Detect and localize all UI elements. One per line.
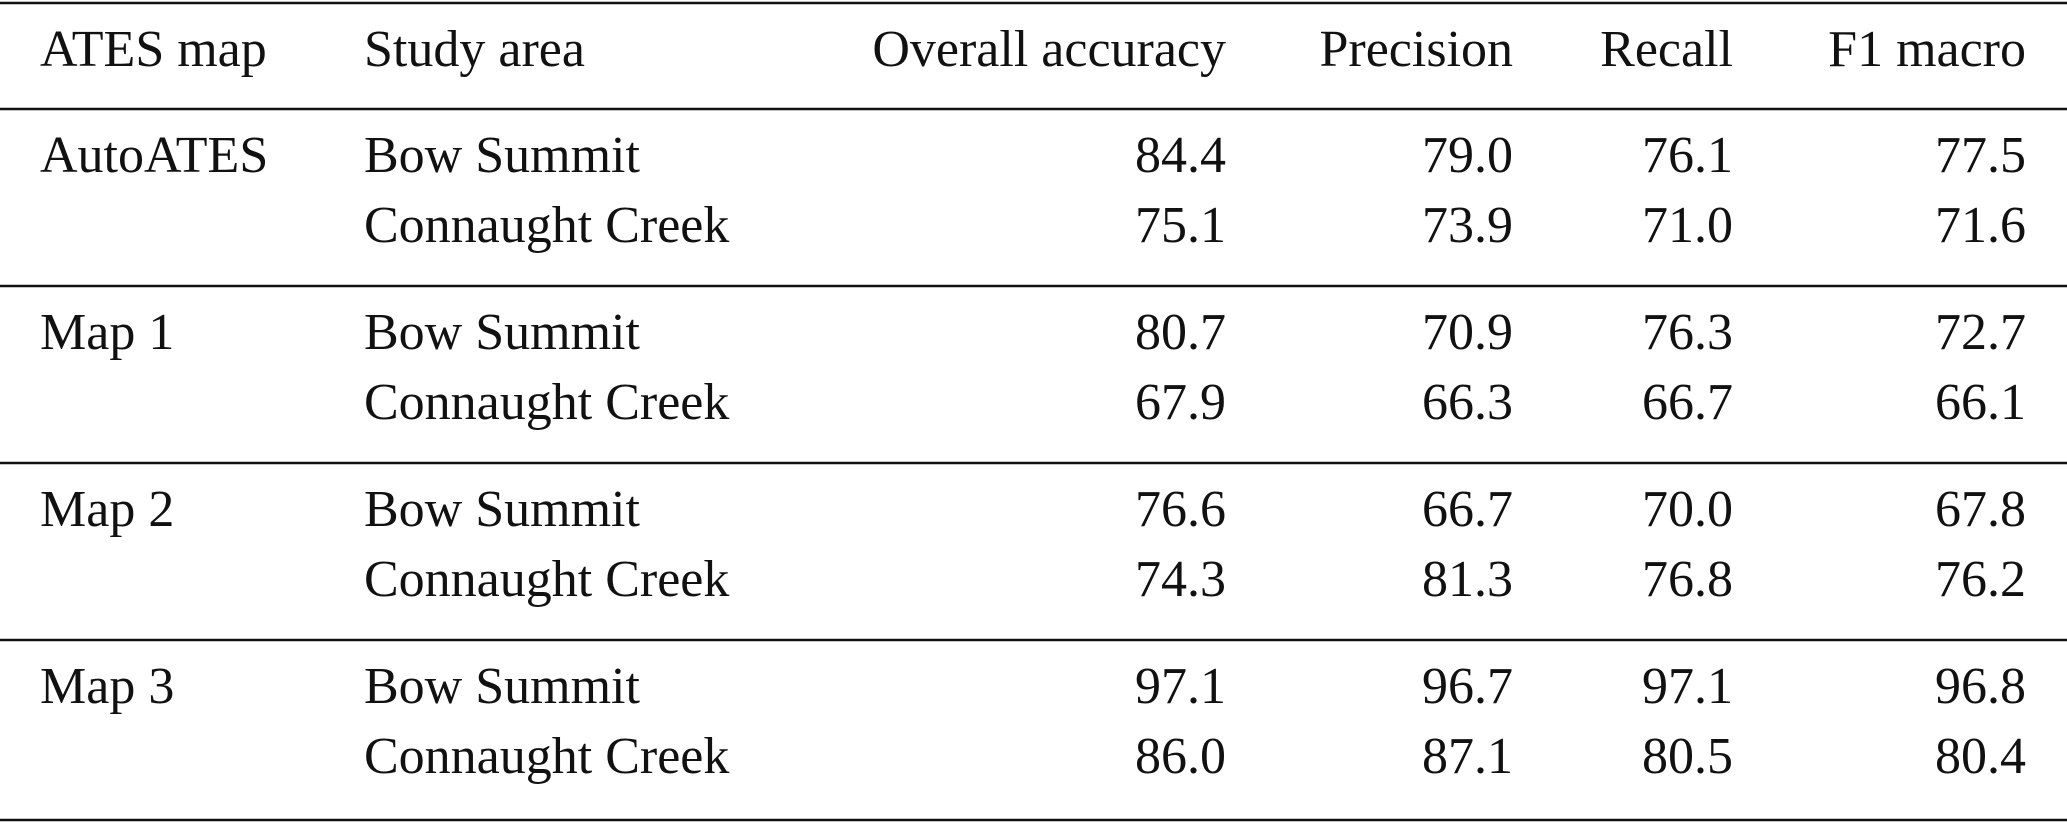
metric-value: 74.3 [1135, 551, 1226, 608]
column-header: Recall [1600, 21, 1733, 78]
metric-value: 66.7 [1642, 374, 1733, 431]
study-area: Connaught Creek [364, 197, 729, 254]
metric-value: 72.7 [1935, 304, 2026, 361]
metric-value: 96.8 [1935, 658, 2026, 715]
metric-value: 76.8 [1642, 551, 1733, 608]
study-area: Connaught Creek [364, 374, 729, 431]
metric-value: 76.6 [1135, 481, 1226, 538]
metric-value: 77.5 [1935, 127, 2026, 184]
study-area: Bow Summit [364, 127, 640, 184]
column-header: F1 macro [1828, 21, 2026, 78]
metric-value: 66.3 [1422, 374, 1513, 431]
map-name: Map 3 [40, 658, 174, 715]
metric-value: 76.3 [1642, 304, 1733, 361]
metric-value: 81.3 [1422, 551, 1513, 608]
metric-value: 79.0 [1422, 127, 1513, 184]
metric-value: 87.1 [1422, 728, 1513, 785]
metric-value: 71.0 [1642, 197, 1733, 254]
column-header: ATES map [40, 21, 267, 78]
metric-value: 75.1 [1135, 197, 1226, 254]
metric-value: 96.7 [1422, 658, 1513, 715]
column-header: Precision [1319, 21, 1513, 78]
study-area: Connaught Creek [364, 728, 729, 785]
metric-value: 67.9 [1135, 374, 1226, 431]
column-header: Study area [364, 21, 585, 78]
metric-value: 97.1 [1642, 658, 1733, 715]
map-name: Map 2 [40, 481, 174, 538]
metric-value: 73.9 [1422, 197, 1513, 254]
metric-value: 66.1 [1935, 374, 2026, 431]
study-area: Connaught Creek [364, 551, 729, 608]
metric-value: 76.1 [1642, 127, 1733, 184]
metric-value: 97.1 [1135, 658, 1226, 715]
map-name: AutoATES [40, 127, 268, 184]
metric-value: 70.9 [1422, 304, 1513, 361]
metric-value: 80.5 [1642, 728, 1733, 785]
metric-value: 80.4 [1935, 728, 2026, 785]
metric-value: 76.2 [1935, 551, 2026, 608]
metric-value: 67.8 [1935, 481, 2026, 538]
metric-value: 86.0 [1135, 728, 1226, 785]
study-area: Bow Summit [364, 304, 640, 361]
metric-value: 84.4 [1135, 127, 1226, 184]
map-name: Map 1 [40, 304, 174, 361]
metric-value: 66.7 [1422, 481, 1513, 538]
study-area: Bow Summit [364, 481, 640, 538]
column-header: Overall accuracy [872, 21, 1226, 78]
metric-value: 80.7 [1135, 304, 1226, 361]
metric-value: 71.6 [1935, 197, 2026, 254]
study-area: Bow Summit [364, 658, 640, 715]
metric-value: 70.0 [1642, 481, 1733, 538]
